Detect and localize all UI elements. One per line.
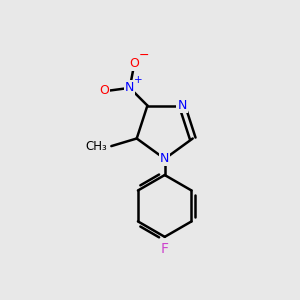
Text: −: − [138, 49, 149, 62]
Text: O: O [99, 84, 109, 97]
Text: N: N [160, 152, 169, 165]
Text: CH₃: CH₃ [85, 140, 107, 153]
Text: +: + [134, 75, 142, 85]
Text: N: N [125, 81, 134, 94]
Text: N: N [177, 99, 187, 112]
Text: F: F [161, 242, 169, 256]
Text: O: O [129, 57, 139, 70]
